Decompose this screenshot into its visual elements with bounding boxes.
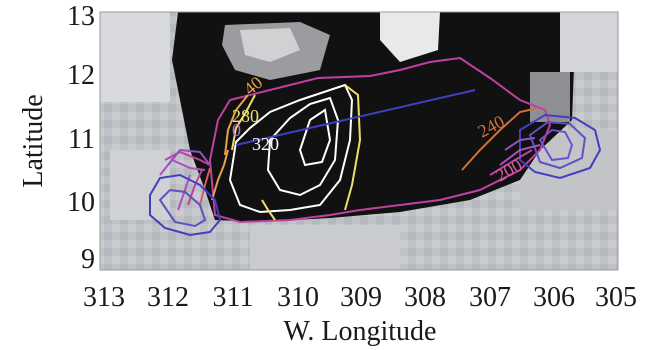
y-tick-label: 12 — [67, 60, 95, 91]
x-tick-label: 310 — [277, 282, 319, 313]
x-tick-label: 306 — [533, 282, 575, 313]
x-tick-label: 313 — [83, 282, 125, 313]
profile-line — [235, 89, 476, 146]
contour-lines — [149, 56, 602, 237]
x-tick-label: 311 — [213, 282, 254, 313]
y-tick-label: 9 — [81, 244, 95, 275]
x-tick-label: 309 — [340, 282, 382, 313]
x-axis-title: W. Longitude — [284, 316, 437, 347]
contour-outer-boundary — [208, 56, 552, 224]
contour-label: 0 — [232, 120, 241, 140]
plot-frame — [99, 11, 619, 271]
contour-label: 280 — [232, 106, 259, 126]
x-axis: 313 312 311 310 309 308 307 306 305 W. L… — [83, 282, 637, 347]
y-axis-title: Latitude — [18, 94, 49, 187]
x-tick-label: 308 — [404, 282, 446, 313]
y-tick-label: 11 — [68, 124, 95, 155]
contour-label: 320 — [252, 134, 279, 154]
y-tick-label: 10 — [67, 187, 95, 218]
x-tick-label: 305 — [595, 282, 637, 313]
x-tick-label: 307 — [469, 282, 511, 313]
y-tick-label: 13 — [67, 1, 95, 32]
y-axis: 13 12 11 10 9 Latitude — [18, 1, 95, 275]
x-tick-label: 312 — [147, 282, 189, 313]
